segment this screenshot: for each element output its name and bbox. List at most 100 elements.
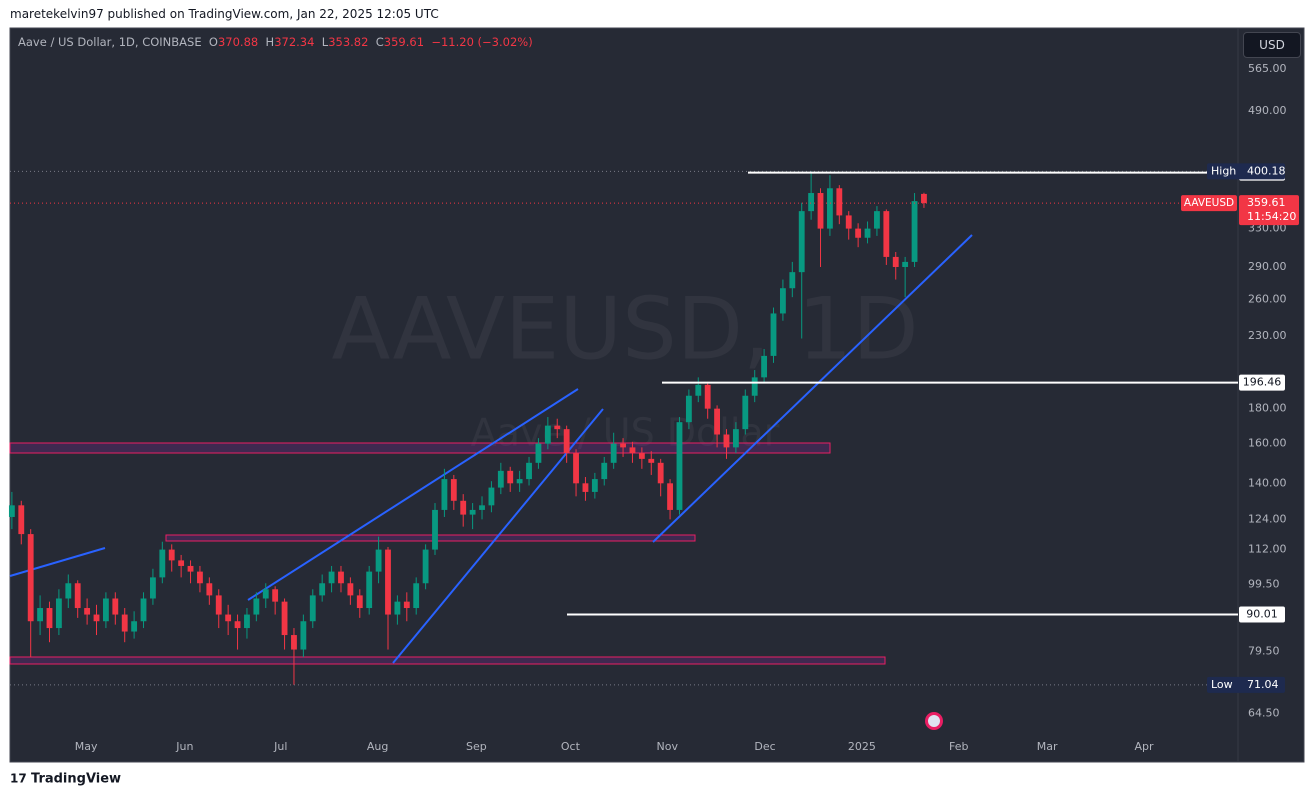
y-tick-label: 230.00 — [1248, 329, 1287, 342]
ohlc-letter: C — [375, 35, 384, 49]
x-tick-label: May — [75, 740, 98, 753]
candle-body — [921, 193, 927, 204]
candle-body — [845, 215, 852, 229]
candle-body — [704, 384, 711, 409]
candle-body — [309, 595, 316, 622]
x-tick-label: 2025 — [848, 740, 876, 753]
candle-body — [272, 589, 279, 602]
chart-frame — [9, 27, 1305, 763]
ohlc-value: 353.82 — [328, 35, 369, 49]
brand-logo: 17 — [10, 772, 27, 786]
candle-body — [497, 470, 504, 488]
candle-body — [620, 443, 626, 448]
x-tick-label: Aug — [367, 740, 388, 753]
candle-body — [610, 443, 617, 463]
x-tick-label: Sep — [466, 740, 487, 753]
extreme-tag-text: Low — [1211, 678, 1233, 691]
candle-body — [74, 583, 81, 609]
candle-body — [112, 598, 119, 615]
currency-button[interactable]: USD — [1243, 32, 1301, 58]
extreme-tag-value: 71.04 — [1247, 678, 1279, 691]
candle-body — [629, 447, 636, 454]
candle-body — [714, 408, 721, 435]
candle-body — [328, 571, 335, 584]
candle-body — [27, 534, 34, 622]
candle-body — [874, 211, 880, 229]
candle-body — [751, 377, 758, 396]
candle-body — [855, 228, 862, 238]
candle-body — [37, 608, 44, 622]
candle-body — [121, 614, 128, 632]
candle-body — [469, 509, 476, 515]
trendline — [9, 547, 106, 577]
candle-body — [808, 193, 815, 212]
candle-body — [187, 565, 194, 572]
price-tag: 359.61 — [1247, 196, 1286, 209]
brand: TradingView — [31, 772, 121, 787]
watermark: AAVEUSD, 1D — [331, 279, 918, 379]
candle-body — [902, 261, 909, 267]
candle-body — [582, 483, 589, 492]
candle-body — [394, 601, 401, 615]
candle-body — [526, 462, 532, 480]
candle-body — [648, 458, 655, 463]
candle-body — [385, 549, 391, 615]
candle-body — [18, 505, 25, 535]
candle-body — [347, 583, 354, 596]
candle-body — [319, 583, 326, 596]
ohlc-value: 370.88 — [217, 35, 259, 49]
symbol-title: Aave / US Dollar, 1D, COINBASE — [18, 35, 202, 49]
candle-body — [883, 211, 890, 257]
candle-body — [460, 500, 467, 515]
candle-body — [441, 479, 448, 510]
candle-body — [338, 571, 344, 584]
candle-body — [695, 384, 702, 396]
candle-body — [892, 256, 899, 267]
candle-body — [206, 583, 213, 596]
candle-body — [601, 462, 608, 480]
candle-body — [159, 549, 166, 578]
y-tick-label: 79.50 — [1248, 644, 1280, 657]
candle-body — [676, 422, 683, 510]
candle-body — [375, 549, 382, 572]
candle-body — [168, 549, 175, 561]
candle-body — [827, 188, 833, 229]
candle-body — [356, 595, 363, 609]
candle-body — [65, 583, 72, 599]
candle-body — [253, 598, 260, 615]
candle-body — [55, 598, 62, 629]
candle-body — [911, 201, 918, 262]
x-tick-label: Jun — [175, 740, 193, 753]
level-label: 90.01 — [1246, 608, 1278, 621]
candle-body — [864, 228, 871, 238]
change: −11.20 (−3.02%) — [431, 35, 533, 49]
candle-body — [300, 621, 307, 650]
trendline — [652, 234, 973, 543]
candle-body — [479, 505, 485, 510]
x-tick-label: Nov — [657, 740, 679, 753]
y-tick-label: 64.50 — [1248, 707, 1280, 720]
x-tick-label: Apr — [1134, 740, 1154, 753]
candle-body — [779, 288, 786, 314]
y-tick-label: 112.00 — [1248, 543, 1287, 556]
candle-body — [244, 614, 250, 629]
candle-body — [197, 571, 203, 584]
zones — [9, 442, 886, 665]
level-label: 196.46 — [1243, 376, 1282, 389]
y-tick-label: 99.50 — [1248, 578, 1280, 591]
level-label-bg — [1239, 606, 1285, 623]
y-tick-label: 124.00 — [1248, 512, 1287, 525]
extreme-tag-bg — [1207, 676, 1285, 693]
candle-body — [178, 560, 185, 566]
y-tick-label: 565.00 — [1248, 62, 1287, 75]
candle-body — [422, 549, 429, 584]
candle-body — [140, 598, 147, 622]
publish-info: maretekelvin97 published on TradingView.… — [10, 7, 439, 21]
candle-body — [657, 462, 664, 484]
legend: Aave / US Dollar, 1D, COINBASE O370.88 H… — [18, 35, 533, 49]
y-tick-label: 140.00 — [1248, 476, 1287, 489]
ohlc-value: 372.34 — [274, 35, 315, 49]
candle-body — [732, 429, 739, 448]
ohlc-value: 359.61 — [383, 35, 425, 49]
